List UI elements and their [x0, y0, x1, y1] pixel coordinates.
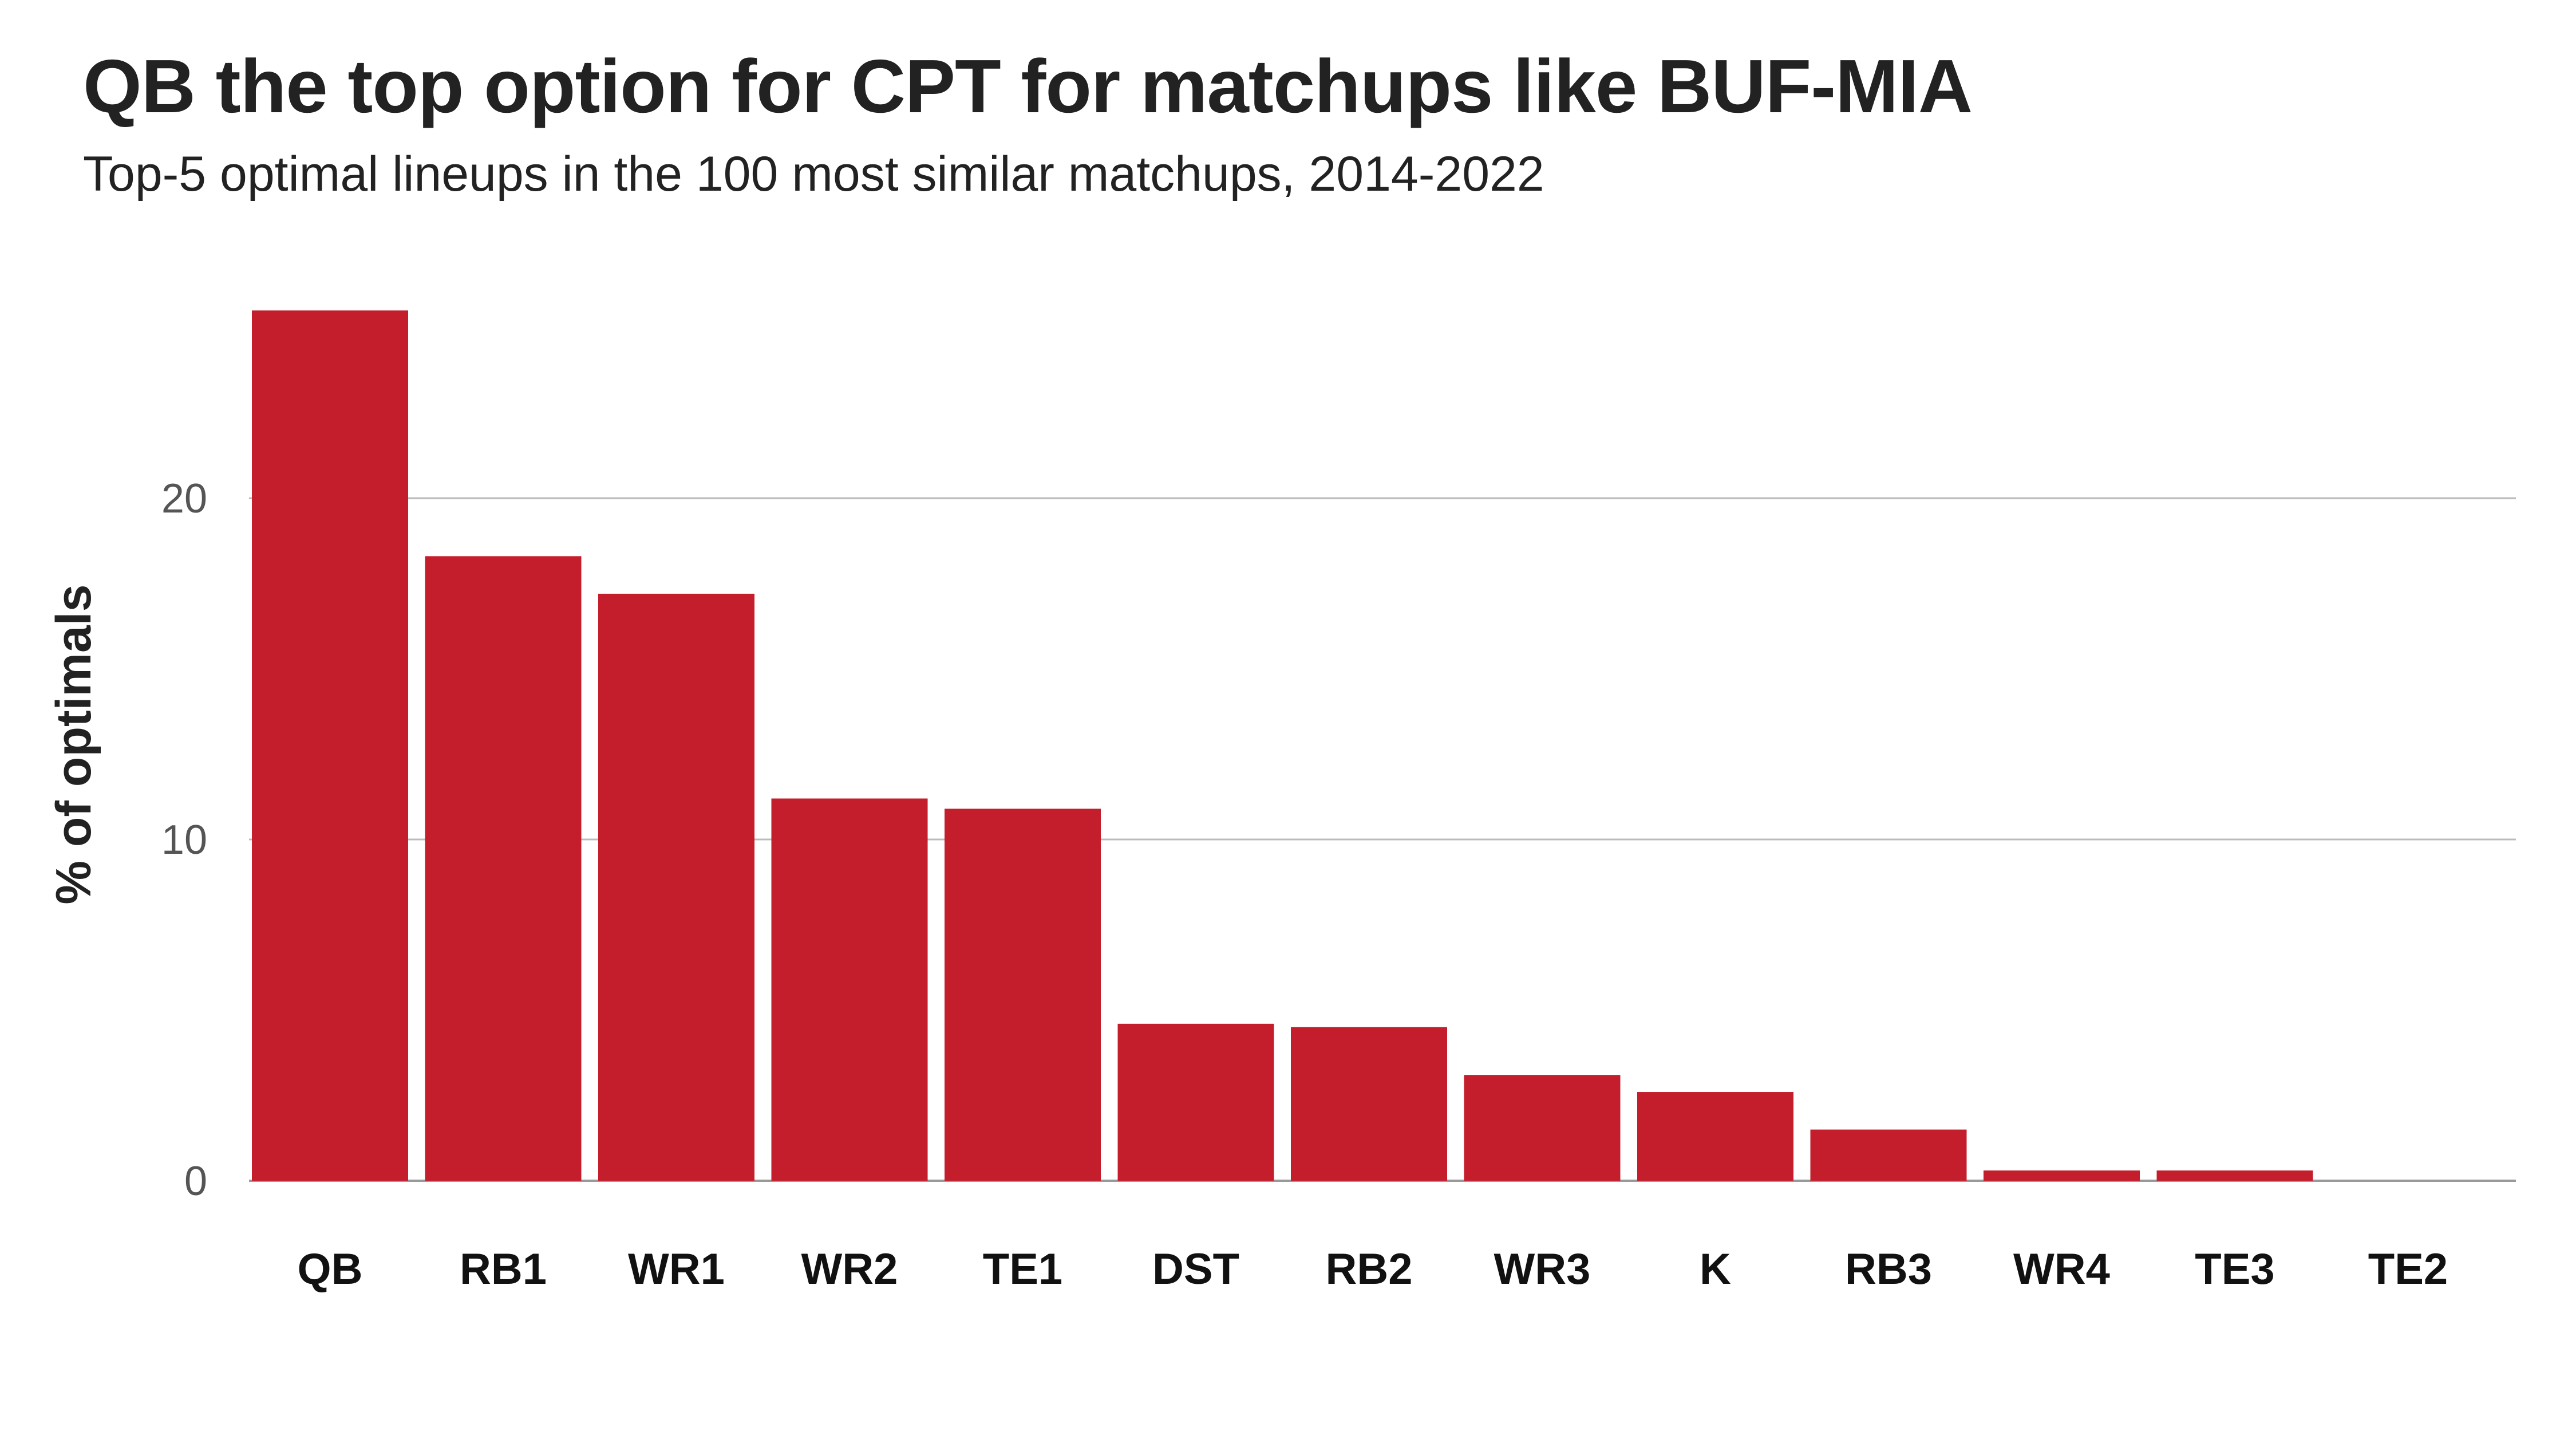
- bar-wr2: [771, 798, 928, 1181]
- x-tick-label-k: K: [1700, 1245, 1731, 1294]
- bars: [252, 310, 2313, 1181]
- y-axis-ticks: 0 10 20: [161, 476, 207, 1204]
- bar-wr3: [1464, 1075, 1621, 1181]
- bar-wr1: [598, 593, 754, 1181]
- bar-dst: [1117, 1023, 1274, 1181]
- y-tick-label: 10: [161, 817, 207, 863]
- bar-k: [1637, 1092, 1793, 1181]
- bar-wr4: [1984, 1170, 2140, 1181]
- x-tick-label-wr3: WR3: [1494, 1245, 1591, 1294]
- x-tick-label-te3: TE3: [2195, 1245, 2274, 1294]
- x-tick-label-wr4: WR4: [2013, 1245, 2110, 1294]
- bar-te3: [2156, 1170, 2313, 1181]
- bar-rb3: [1810, 1129, 1967, 1181]
- x-tick-label-wr1: WR1: [628, 1245, 725, 1294]
- x-tick-label-rb3: RB3: [1845, 1245, 1932, 1294]
- x-axis-labels: QB RB1 WR1 WR2 TE1 DST RB2 WR3 K RB3 WR4 TE3 TE2: [298, 1245, 2448, 1294]
- x-tick-label-wr2: WR2: [801, 1245, 898, 1294]
- x-tick-label-dst: DST: [1152, 1245, 1239, 1294]
- x-tick-label-te2: TE2: [2368, 1245, 2448, 1294]
- chart-title: QB the top option for CPT for matchups l…: [83, 44, 1973, 128]
- bar-te1: [945, 809, 1101, 1181]
- y-tick-label: 0: [184, 1158, 207, 1204]
- x-tick-label-qb: QB: [298, 1245, 363, 1294]
- x-tick-label-te1: TE1: [983, 1245, 1062, 1294]
- bar-qb: [252, 310, 408, 1181]
- y-axis-title: % of optimals: [46, 584, 101, 904]
- y-tick-label: 20: [161, 476, 207, 522]
- bar-rb1: [425, 556, 582, 1181]
- x-tick-label-rb1: RB1: [460, 1245, 547, 1294]
- x-tick-label-rb2: RB2: [1325, 1245, 1412, 1294]
- chart-subtitle: Top-5 optimal lineups in the 100 most si…: [83, 147, 1544, 202]
- bar-rb2: [1291, 1027, 1447, 1181]
